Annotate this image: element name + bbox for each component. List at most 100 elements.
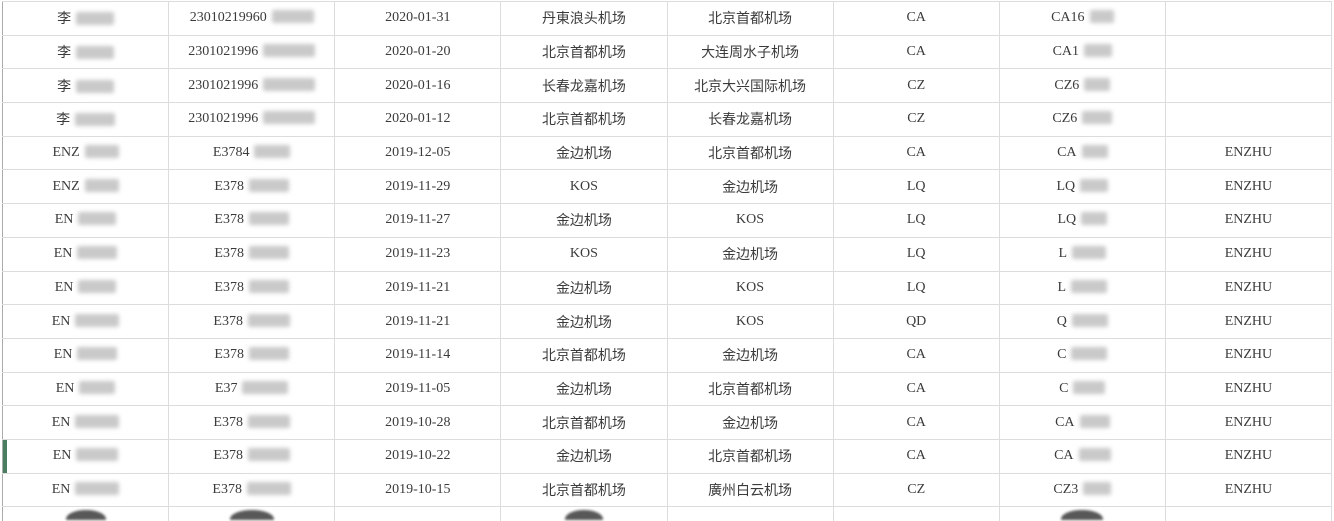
cell-arrival-airport[interactable]: 北京首都机场 <box>667 136 833 170</box>
cell-arrival-airport[interactable]: 金边机场 <box>667 406 833 440</box>
cell-name[interactable]: EN <box>3 237 169 271</box>
cell-name[interactable]: 李 <box>3 103 169 137</box>
cell-id-number[interactable]: E378 <box>169 237 335 271</box>
cell-departure-airport[interactable]: 北京首都机场 <box>501 103 667 137</box>
cell-passenger-name[interactable] <box>1165 69 1331 103</box>
cell-arrival-airport[interactable]: 北京首都机场 <box>667 372 833 406</box>
cell-passenger-name[interactable]: ENZHU <box>1165 372 1331 406</box>
cell-arrival-airport[interactable]: 金边机场 <box>667 170 833 204</box>
cell-departure-airport[interactable]: 金边机场 <box>501 136 667 170</box>
cell-arrival-airport[interactable]: 北京首都机场 <box>667 2 833 36</box>
cell-airline-code[interactable]: CZ <box>833 473 999 507</box>
cell-passenger-name[interactable]: ENZHU <box>1165 271 1331 305</box>
cell-flight-number[interactable]: C <box>999 372 1165 406</box>
cell-flight-number[interactable]: L <box>999 271 1165 305</box>
cell-id-number[interactable]: E378 <box>169 338 335 372</box>
cell-arrival-airport[interactable]: 北京首都机场 <box>667 439 833 473</box>
cell-name[interactable]: EN <box>3 372 169 406</box>
cell-passenger-name[interactable]: ENZHU <box>1165 473 1331 507</box>
cell-date[interactable]: 2020-01-16 <box>335 69 501 103</box>
cell-departure-airport[interactable]: 北京首都机场 <box>501 473 667 507</box>
cell-date[interactable]: 2020-01-20 <box>335 35 501 69</box>
cell-departure-airport[interactable]: 金边机场 <box>501 204 667 238</box>
cell-name[interactable]: EN <box>3 271 169 305</box>
cell-id-number[interactable]: 23010219960 <box>169 2 335 36</box>
cell-airline-code[interactable]: CA <box>833 338 999 372</box>
cell-date[interactable]: 2019-10-15 <box>335 473 501 507</box>
cell-airline-code[interactable]: CA <box>833 35 999 69</box>
cell-name[interactable]: EN <box>3 204 169 238</box>
cell-flight-number[interactable]: CA <box>999 406 1165 440</box>
cell-passenger-name[interactable] <box>1165 103 1331 137</box>
cell-airline-code[interactable]: LQ <box>833 204 999 238</box>
cell-arrival-airport[interactable]: 北京大兴国际机场 <box>667 69 833 103</box>
cell-id-number[interactable]: E378 <box>169 473 335 507</box>
cell-flight-number[interactable]: C <box>999 338 1165 372</box>
cell-departure-airport[interactable]: 金边机场 <box>501 372 667 406</box>
cell-passenger-name[interactable] <box>1165 35 1331 69</box>
cell-flight-number[interactable]: LQ <box>999 170 1165 204</box>
cell-arrival-airport[interactable]: KOS <box>667 305 833 339</box>
cell-departure-airport[interactable]: 丹東浪头机场 <box>501 2 667 36</box>
cell-date[interactable]: 2019-10-22 <box>335 439 501 473</box>
cell-airline-code[interactable]: LQ <box>833 271 999 305</box>
cell-airline-code[interactable]: CA <box>833 2 999 36</box>
cell-flight-number[interactable]: CA16 <box>999 2 1165 36</box>
cell-passenger-name[interactable]: ENZHU <box>1165 204 1331 238</box>
cell-passenger-name[interactable]: ENZHU <box>1165 237 1331 271</box>
cell-flight-number[interactable]: CZ6 <box>999 69 1165 103</box>
cell-passenger-name[interactable]: ENZHU <box>1165 338 1331 372</box>
cell-airline-code[interactable]: CA <box>833 406 999 440</box>
cell-flight-number[interactable]: LQ <box>999 204 1165 238</box>
cell-name[interactable]: EN <box>3 305 169 339</box>
cell-date[interactable]: 2019-11-29 <box>335 170 501 204</box>
cell-name[interactable]: 李 <box>3 69 169 103</box>
cell-flight-number[interactable]: CA1 <box>999 35 1165 69</box>
cell-passenger-name[interactable]: ENZHU <box>1165 170 1331 204</box>
cell-id-number[interactable]: E378 <box>169 406 335 440</box>
cell-departure-airport[interactable]: KOS <box>501 237 667 271</box>
cell-date[interactable]: 2020-01-12 <box>335 103 501 137</box>
cell-flight-number[interactable]: CZ6 <box>999 103 1165 137</box>
cell-id-number[interactable]: E378 <box>169 170 335 204</box>
cell-flight-number[interactable]: CZ3 <box>999 473 1165 507</box>
cell-name[interactable]: 李 <box>3 2 169 36</box>
cell-airline-code[interactable]: CZ <box>833 103 999 137</box>
cell-departure-airport[interactable]: 北京首都机场 <box>501 35 667 69</box>
cell-id-number[interactable]: E378 <box>169 305 335 339</box>
cell-date[interactable]: 2020-01-31 <box>335 2 501 36</box>
cell-date[interactable]: 2019-11-27 <box>335 204 501 238</box>
cell-departure-airport[interactable]: 长春龙嘉机场 <box>501 69 667 103</box>
cell-airline-code[interactable]: CA <box>833 372 999 406</box>
cell-airline-code[interactable]: CA <box>833 136 999 170</box>
cell-id-number[interactable]: 2301021996 <box>169 69 335 103</box>
cell-name[interactable]: ENZ <box>3 170 169 204</box>
cell-id-number[interactable]: 2301021996 <box>169 35 335 69</box>
cell-airline-code[interactable]: LQ <box>833 237 999 271</box>
cell-departure-airport[interactable]: 金边机场 <box>501 305 667 339</box>
cell-airline-code[interactable]: LQ <box>833 170 999 204</box>
cell-date[interactable]: 2019-11-21 <box>335 305 501 339</box>
cell-date[interactable]: 2019-11-23 <box>335 237 501 271</box>
cell-arrival-airport[interactable]: 廣州白云机场 <box>667 473 833 507</box>
cell-id-number[interactable]: E378 <box>169 204 335 238</box>
cell-name[interactable]: EN <box>3 406 169 440</box>
cell-airline-code[interactable]: CZ <box>833 69 999 103</box>
cell-arrival-airport[interactable]: 长春龙嘉机场 <box>667 103 833 137</box>
cell-id-number[interactable]: E378 <box>169 271 335 305</box>
cell-departure-airport[interactable]: KOS <box>501 170 667 204</box>
cell-flight-number[interactable]: CA <box>999 439 1165 473</box>
cell-arrival-airport[interactable]: 金边机场 <box>667 338 833 372</box>
cell-id-number[interactable]: 2301021996 <box>169 103 335 137</box>
cell-date[interactable]: 2019-11-05 <box>335 372 501 406</box>
cell-name[interactable]: EN <box>3 473 169 507</box>
cell-departure-airport[interactable]: 北京首都机场 <box>501 338 667 372</box>
cell-name[interactable]: 李 <box>3 35 169 69</box>
cell-arrival-airport[interactable]: 金边机场 <box>667 237 833 271</box>
cell-arrival-airport[interactable]: KOS <box>667 271 833 305</box>
cell-name[interactable]: EN <box>3 338 169 372</box>
cell-date[interactable]: 2019-11-21 <box>335 271 501 305</box>
cell-departure-airport[interactable]: 金边机场 <box>501 271 667 305</box>
cell-passenger-name[interactable] <box>1165 2 1331 36</box>
cell-arrival-airport[interactable]: 大连周水子机场 <box>667 35 833 69</box>
